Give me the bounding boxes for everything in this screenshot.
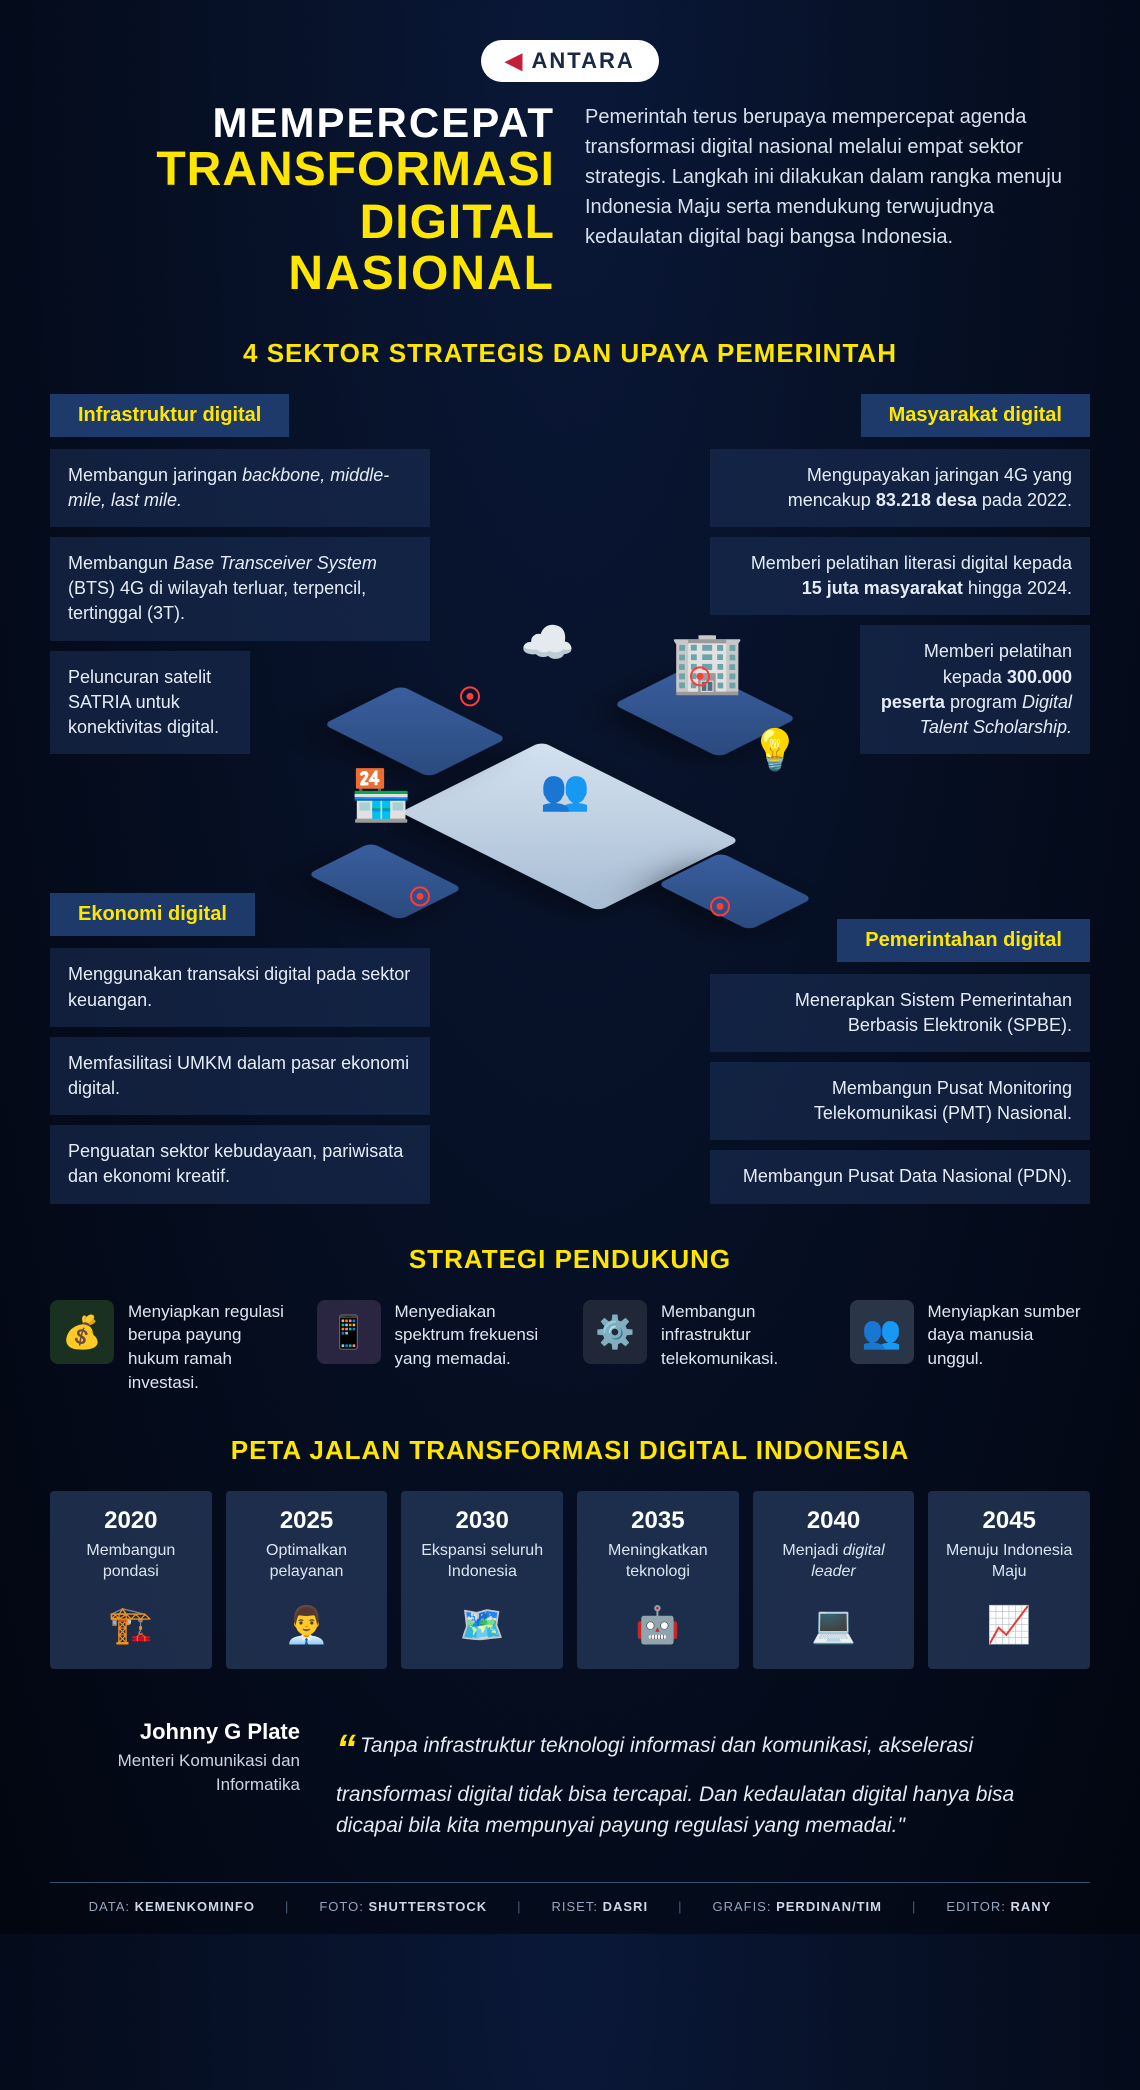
marker-icon: [460, 686, 480, 706]
roadmap-item: 2045 Menuju Indonesia Maju 📈: [928, 1491, 1090, 1669]
footer-editor: EDITOR: RANY: [946, 1899, 1051, 1914]
marker-icon: [690, 666, 710, 686]
marker-icon: [710, 896, 730, 916]
quote-section: Johnny G Plate Menteri Komunikasi dan In…: [50, 1719, 1090, 1842]
title-line-2: TRANSFORMASI DIGITAL: [50, 144, 555, 250]
footer-grafis: GRAFIS: PERDINAN/TIM: [712, 1899, 882, 1914]
roadmap-year: 2025: [236, 1507, 378, 1535]
roadmap-item: 2040 Menjadi digital leader 💻: [753, 1491, 915, 1669]
building-icon: 🏢: [670, 626, 745, 697]
quote-mark-icon: “: [336, 1727, 356, 1771]
separator-icon: |: [678, 1899, 682, 1914]
title-line-3: NASIONAL: [50, 250, 555, 298]
author-name: Johnny G Plate: [70, 1719, 300, 1745]
strategy-text: Membangun infrastruktur telekomunikasi.: [661, 1300, 824, 1371]
roadmap-icon: 📈: [974, 1597, 1044, 1653]
roadmap-year: 2045: [938, 1507, 1080, 1535]
roadmap-label: Ekspansi seluruh Indonesia: [411, 1541, 553, 1585]
roadmap-item: 2035 Meningkatkan teknologi 🤖: [577, 1491, 739, 1669]
separator-icon: |: [517, 1899, 521, 1914]
roadmap-label: Membangun pondasi: [60, 1541, 202, 1585]
marker-icon: [410, 886, 430, 906]
footer-foto: FOTO: SHUTTERSTOCK: [319, 1899, 487, 1914]
title-line-1: MEMPERCEPAT: [50, 102, 555, 144]
sector-item: Peluncuran satelit SATRIA untuk konektiv…: [50, 651, 250, 755]
quote-body: Tanpa infrastruktur teknologi informasi …: [336, 1734, 1014, 1838]
roadmap-label: Menuju Indonesia Maju: [938, 1541, 1080, 1585]
shop-icon: 🏪: [350, 766, 412, 825]
author-title: Menteri Komunikasi dan Informatika: [70, 1749, 300, 1797]
people-icon: 👥: [540, 766, 590, 813]
strategy-item: 👥Menyiapkan sumber daya manusia unggul.: [850, 1300, 1091, 1395]
strategy-text: Menyediakan spektrum frekuensi yang mema…: [395, 1300, 558, 1371]
separator-icon: |: [285, 1899, 289, 1914]
roadmap-icon: 🤖: [623, 1597, 693, 1653]
roadmap-item: 2020 Membangun pondasi 🏗️: [50, 1491, 212, 1669]
roadmap-row: 2020 Membangun pondasi 🏗️ 2025 Optimalkan pe…: [50, 1491, 1090, 1669]
strategy-text: Menyiapkan regulasi berupa payung hukum …: [128, 1300, 291, 1395]
roadmap-item: 2025 Optimalkan pelayanan 👨‍💼: [226, 1491, 388, 1669]
sector-item: Membangun jaringan backbone, middle-mile…: [50, 449, 430, 527]
sector-item: Membangun Pusat Monitoring Telekomunikas…: [710, 1062, 1090, 1140]
roadmap-icon: 🗺️: [447, 1597, 517, 1653]
sector-item: Penguatan sektor kebudayaan, pariwisata …: [50, 1125, 430, 1203]
strategy-item: ⚙️Membangun infrastruktur telekomunikasi…: [583, 1300, 824, 1395]
section-1-title: 4 SEKTOR STRATEGIS DAN UPAYA PEMERINTAH: [50, 338, 1090, 369]
separator-icon: |: [912, 1899, 916, 1914]
roadmap-year: 2020: [60, 1507, 202, 1535]
quote-text: “Tanpa infrastruktur teknologi informasi…: [336, 1719, 1070, 1842]
roadmap-label: Meningkatkan teknologi: [587, 1541, 729, 1585]
sector-item: Mengupayakan jaringan 4G yang mencakup 8…: [710, 449, 1090, 527]
roadmap-year: 2040: [763, 1507, 905, 1535]
strategy-icon: 📱: [317, 1300, 381, 1364]
strategy-row: 💰Menyiapkan regulasi berupa payung hukum…: [50, 1300, 1090, 1395]
logo-wrap: ANTARA: [50, 40, 1090, 82]
header: MEMPERCEPAT TRANSFORMASI DIGITAL NASIONA…: [50, 102, 1090, 298]
roadmap-icon: 👨‍💼: [272, 1597, 342, 1653]
sector-label: Infrastruktur digital: [50, 394, 289, 437]
footer-data: DATA: KEMENKOMINFO: [89, 1899, 255, 1914]
center-illustration: ☁️ 🏢 🏪 👥 💡: [290, 566, 850, 1006]
section-3-title: PETA JALAN TRANSFORMASI DIGITAL INDONESI…: [50, 1435, 1090, 1466]
strategy-text: Menyiapkan sumber daya manusia unggul.: [928, 1300, 1091, 1371]
title-block: MEMPERCEPAT TRANSFORMASI DIGITAL NASIONA…: [50, 102, 555, 298]
sector-label: Ekonomi digital: [50, 893, 255, 936]
strategy-item: 📱Menyediakan spektrum frekuensi yang mem…: [317, 1300, 558, 1395]
footer: DATA: KEMENKOMINFO | FOTO: SHUTTERSTOCK …: [50, 1882, 1090, 1914]
brand-logo: ANTARA: [481, 40, 658, 82]
roadmap-item: 2030 Ekspansi seluruh Indonesia 🗺️: [401, 1491, 563, 1669]
sector-item: Membangun Pusat Data Nasional (PDN).: [710, 1150, 1090, 1203]
sectors-grid: Infrastruktur digital Membangun jaringan…: [50, 394, 1090, 1214]
roadmap-icon: 🏗️: [96, 1597, 166, 1653]
footer-riset: RISET: DASRI: [552, 1899, 649, 1914]
strategy-item: 💰Menyiapkan regulasi berupa payung hukum…: [50, 1300, 291, 1395]
strategy-icon: 👥: [850, 1300, 914, 1364]
roadmap-label: Optimalkan pelayanan: [236, 1541, 378, 1585]
roadmap-label: Menjadi digital leader: [763, 1541, 905, 1585]
cloud-icon: ☁️: [520, 616, 575, 668]
sector-item: Memfasilitasi UMKM dalam pasar ekonomi d…: [50, 1037, 430, 1115]
sector-label: Pemerintahan digital: [837, 919, 1090, 962]
sector-label: Masyarakat digital: [861, 394, 1090, 437]
sector-item: Memberi pelatihan kepada 300.000 peserta…: [860, 625, 1090, 754]
quote-author: Johnny G Plate Menteri Komunikasi dan In…: [70, 1719, 300, 1797]
bulb-icon: 💡: [750, 726, 800, 773]
roadmap-year: 2035: [587, 1507, 729, 1535]
strategy-icon: 💰: [50, 1300, 114, 1364]
intro-text: Pemerintah terus berupaya mempercepat ag…: [585, 102, 1090, 252]
section-2-title: STRATEGI PENDUKUNG: [50, 1244, 1090, 1275]
strategy-icon: ⚙️: [583, 1300, 647, 1364]
roadmap-icon: 💻: [799, 1597, 869, 1653]
roadmap-year: 2030: [411, 1507, 553, 1535]
